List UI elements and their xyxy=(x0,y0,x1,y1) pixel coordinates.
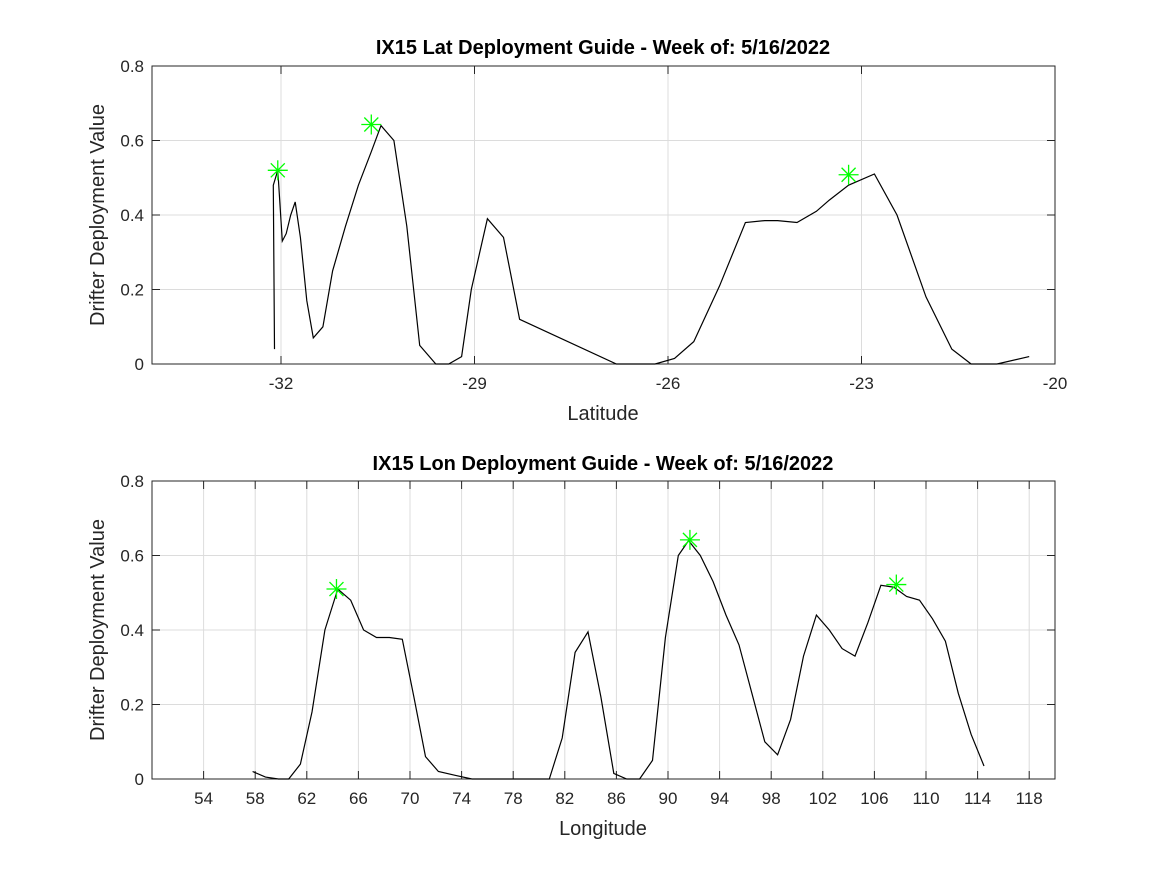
lat-x-tick-label: -29 xyxy=(462,374,487,393)
lon-x-tick-label: 110 xyxy=(912,789,939,808)
lon-x-axis-label: Longitude xyxy=(559,818,647,840)
lat-x-tick-label: -20 xyxy=(1043,374,1068,393)
lon-x-tick-label: 62 xyxy=(297,789,316,808)
lat-y-tick-label: 0 xyxy=(135,355,144,374)
lat-chart-title: IX15 Lat Deployment Guide - Week of: 5/1… xyxy=(376,37,830,59)
lon-plot-area: 54 58 62 66 70 74 78 82 86 90 94 98 102 106 110 114 118 0… xyxy=(120,472,1056,808)
lat-y-tick-label: 0.6 xyxy=(120,132,144,151)
lat-x-axis-label: Latitude xyxy=(567,403,638,425)
lon-x-tick-label: 86 xyxy=(607,789,626,808)
lat-series-line xyxy=(272,124,1030,365)
lon-peak-marker xyxy=(326,579,347,600)
lon-x-tick-label: 58 xyxy=(246,789,265,808)
lon-x-tick-label: 114 xyxy=(964,789,991,808)
lon-chart: IX15 Lon Deployment Guide - Week of: 5/1… xyxy=(87,453,1056,840)
lat-peak-marker xyxy=(838,164,859,185)
lon-x-tick-label: 54 xyxy=(194,789,213,808)
lat-x-tick-label: -26 xyxy=(656,374,681,393)
lon-x-tick-label: 78 xyxy=(504,789,523,808)
lon-y-tick-label: 0.2 xyxy=(120,696,144,715)
lon-series-line xyxy=(252,539,985,780)
lat-x-tick-label: -23 xyxy=(849,374,874,393)
lat-y-tick-label: 0.8 xyxy=(120,57,144,76)
lon-peak-marker xyxy=(886,574,907,595)
lon-x-tick-label: 66 xyxy=(349,789,368,808)
lat-chart: IX15 Lat Deployment Guide - Week of: 5/1… xyxy=(87,37,1067,425)
lat-peak-marker xyxy=(267,160,288,181)
lon-x-tick-label: 82 xyxy=(555,789,574,808)
lat-y-axis-label: Drifter Deployment Value xyxy=(87,104,109,326)
lon-y-axis-label: Drifter Deployment Value xyxy=(87,519,109,741)
lon-x-tick-label: 94 xyxy=(710,789,729,808)
lon-x-tick-label: 102 xyxy=(809,789,837,808)
lon-y-tick-label: 0 xyxy=(135,770,144,789)
lon-x-tick-label: 98 xyxy=(762,789,781,808)
lat-x-tick-label: -32 xyxy=(269,374,294,393)
lat-plot-area: -32 -29 -26 -23 -20 0 0.2 0.4 0.6 0.8 xyxy=(120,57,1067,393)
lon-x-tick-label: 90 xyxy=(659,789,678,808)
lon-chart-title: IX15 Lon Deployment Guide - Week of: 5/1… xyxy=(373,453,834,475)
lon-x-tick-label: 74 xyxy=(452,789,471,808)
lon-x-tick-label: 70 xyxy=(401,789,420,808)
lon-peak-marker xyxy=(679,529,700,550)
lat-y-tick-label: 0.2 xyxy=(120,281,144,300)
lon-y-tick-label: 0.8 xyxy=(120,472,144,491)
lon-y-tick-label: 0.4 xyxy=(120,621,144,640)
lat-y-tick-label: 0.4 xyxy=(120,206,144,225)
lon-x-tick-label: 118 xyxy=(1016,789,1043,808)
lon-x-tick-label: 106 xyxy=(860,789,888,808)
lat-peak-marker xyxy=(361,114,382,135)
lon-y-tick-label: 0.6 xyxy=(120,547,144,566)
